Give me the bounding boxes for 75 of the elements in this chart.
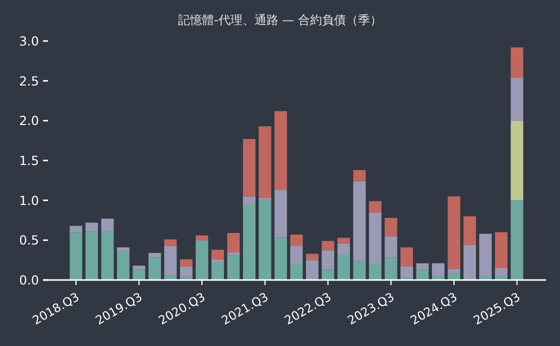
bar bbox=[306, 254, 318, 260]
bar bbox=[337, 254, 350, 280]
bar bbox=[368, 201, 382, 212]
bar bbox=[353, 260, 366, 280]
bar bbox=[132, 266, 146, 270]
y-tick-label: 2.0 bbox=[19, 113, 40, 128]
bar bbox=[258, 126, 272, 198]
bar bbox=[227, 232, 240, 252]
bar bbox=[432, 263, 444, 276]
bar bbox=[416, 263, 429, 270]
bar bbox=[337, 238, 350, 244]
bar bbox=[274, 238, 287, 280]
bar bbox=[384, 258, 398, 280]
bar bbox=[290, 264, 303, 280]
bar bbox=[384, 218, 398, 236]
bar bbox=[479, 234, 492, 276]
bar bbox=[337, 243, 350, 255]
bar bbox=[290, 246, 303, 264]
bar bbox=[322, 250, 334, 270]
bar bbox=[148, 252, 161, 258]
bar bbox=[211, 262, 224, 280]
bar bbox=[164, 239, 177, 246]
bar bbox=[400, 247, 413, 266]
bar bbox=[448, 274, 460, 280]
bar bbox=[463, 244, 476, 280]
bar bbox=[274, 190, 287, 238]
bar bbox=[116, 251, 130, 280]
bar bbox=[116, 247, 130, 252]
bar bbox=[242, 204, 256, 280]
bar bbox=[400, 266, 413, 278]
bar bbox=[227, 255, 240, 280]
y-tick-label: 2.5 bbox=[19, 73, 39, 88]
bar bbox=[242, 196, 256, 204]
bar bbox=[180, 259, 192, 266]
bar bbox=[196, 240, 208, 280]
bar bbox=[132, 270, 146, 280]
bar bbox=[85, 231, 98, 280]
bar bbox=[70, 232, 82, 280]
bar bbox=[368, 212, 382, 264]
bar bbox=[494, 232, 508, 268]
bar bbox=[353, 170, 366, 182]
bar bbox=[164, 246, 177, 276]
title: 記憶體-代理、通路 — 合約負債（季） bbox=[178, 13, 382, 27]
y-tick-label: 0.5 bbox=[19, 232, 39, 248]
bar bbox=[258, 200, 272, 280]
bar bbox=[306, 260, 318, 280]
bar bbox=[85, 222, 98, 232]
bar bbox=[416, 270, 429, 280]
y-tick-label: 1.0 bbox=[19, 192, 40, 208]
bar bbox=[463, 216, 476, 245]
bar bbox=[368, 264, 382, 280]
bar bbox=[227, 252, 240, 256]
bar bbox=[211, 259, 224, 262]
bar bbox=[211, 250, 224, 260]
bar bbox=[510, 47, 524, 78]
bar bbox=[180, 266, 192, 277]
bar bbox=[322, 270, 334, 280]
bar bbox=[384, 236, 398, 258]
bar bbox=[101, 231, 114, 280]
bar bbox=[448, 196, 460, 269]
bar bbox=[242, 138, 256, 196]
bar bbox=[70, 226, 82, 232]
bar bbox=[290, 234, 303, 246]
bar bbox=[148, 258, 161, 280]
bar bbox=[274, 111, 287, 190]
bar bbox=[164, 275, 177, 280]
bar bbox=[196, 235, 208, 240]
bar bbox=[494, 268, 508, 276]
bar bbox=[322, 240, 334, 251]
y-tick-label: 3.0 bbox=[19, 34, 40, 48]
bar bbox=[448, 268, 460, 274]
bar bbox=[101, 218, 114, 232]
y-tick-label: 0.0 bbox=[19, 272, 40, 288]
y-tick-label: 1.5 bbox=[19, 153, 39, 168]
bar bbox=[353, 181, 366, 260]
